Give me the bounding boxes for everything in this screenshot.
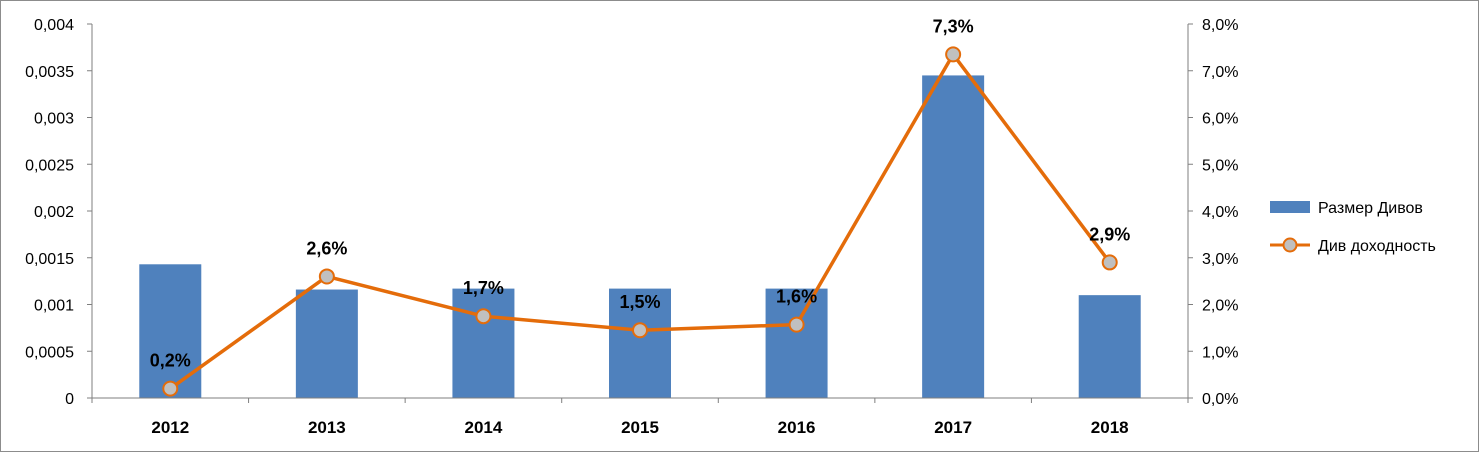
line-point xyxy=(318,268,335,285)
line-data-label: 2,9% xyxy=(1089,224,1130,244)
category-label: 2013 xyxy=(308,418,346,437)
left-tick-label: 0,0025 xyxy=(25,157,74,174)
line-data-label: 0,2% xyxy=(150,351,191,371)
legend-bar-swatch xyxy=(1270,201,1310,213)
bar-series xyxy=(139,75,1141,399)
right-tick-label: 3,0% xyxy=(1202,251,1238,268)
category-labels: 2012 2013 2014 2015 2016 2017 2018 xyxy=(151,418,1128,437)
line-point xyxy=(1101,254,1118,271)
line-data-labels: 0,2% 2,6% 1,7% 1,5% 1,6% 7,3% 2,9% xyxy=(150,16,1130,370)
left-tick-label: 0,001 xyxy=(34,298,74,315)
left-tick-label: 0,0005 xyxy=(25,344,74,361)
left-tick-label: 0,002 xyxy=(34,204,74,221)
category-label: 2018 xyxy=(1091,418,1129,437)
line-point xyxy=(788,316,805,333)
left-tick-label: 0,004 xyxy=(34,17,74,34)
left-tick-label: 0 xyxy=(65,391,74,408)
right-tick-label: 8,0% xyxy=(1202,17,1238,34)
bar xyxy=(765,288,828,398)
right-axis-ticks: 0,0% 1,0% 2,0% 3,0% 4,0% 5,0% 6,0% 7,0% 8,0% xyxy=(1188,17,1238,408)
category-label: 2016 xyxy=(778,418,816,437)
right-tick-label: 6,0% xyxy=(1202,111,1238,128)
right-tick-label: 1,0% xyxy=(1202,344,1238,361)
bar xyxy=(1078,295,1141,398)
left-tick-label: 0,0015 xyxy=(25,251,74,268)
line-data-label: 2,6% xyxy=(306,238,347,258)
bar xyxy=(139,264,202,398)
line-point xyxy=(475,308,492,325)
right-tick-label: 0,0% xyxy=(1202,391,1238,408)
line-series xyxy=(162,46,1118,397)
right-tick-label: 7,0% xyxy=(1202,64,1238,81)
line-point xyxy=(945,46,962,63)
right-tick-label: 2,0% xyxy=(1202,298,1238,315)
right-tick-label: 4,0% xyxy=(1202,204,1238,221)
category-label: 2015 xyxy=(621,418,659,437)
line-data-label: 1,6% xyxy=(776,287,817,307)
line-point xyxy=(162,380,179,397)
legend-line-marker xyxy=(1282,237,1298,253)
bar xyxy=(295,289,358,398)
bar xyxy=(922,75,985,399)
bar xyxy=(452,288,515,398)
legend-line-label: Див доходность xyxy=(1318,238,1436,255)
category-label: 2017 xyxy=(934,418,972,437)
line-point xyxy=(632,322,648,339)
right-tick-label: 5,0% xyxy=(1202,157,1238,174)
line-data-label: 1,7% xyxy=(463,278,504,298)
left-tick-label: 0,003 xyxy=(34,111,74,128)
line-data-label: 1,5% xyxy=(619,292,660,312)
legend-bar-label: Размер Дивов xyxy=(1318,200,1423,217)
axes xyxy=(91,24,1189,403)
left-axis-ticks: 0 0,0005 0,001 0,0015 0,002 0,0025 0,003 0,0035… xyxy=(25,17,92,408)
bar xyxy=(609,288,671,398)
left-tick-label: 0,0035 xyxy=(25,64,74,81)
category-label: 2012 xyxy=(151,418,189,437)
category-label: 2014 xyxy=(465,418,503,437)
legend: Размер Дивов Див доходность xyxy=(1270,200,1436,255)
line-data-label: 7,3% xyxy=(933,16,974,36)
